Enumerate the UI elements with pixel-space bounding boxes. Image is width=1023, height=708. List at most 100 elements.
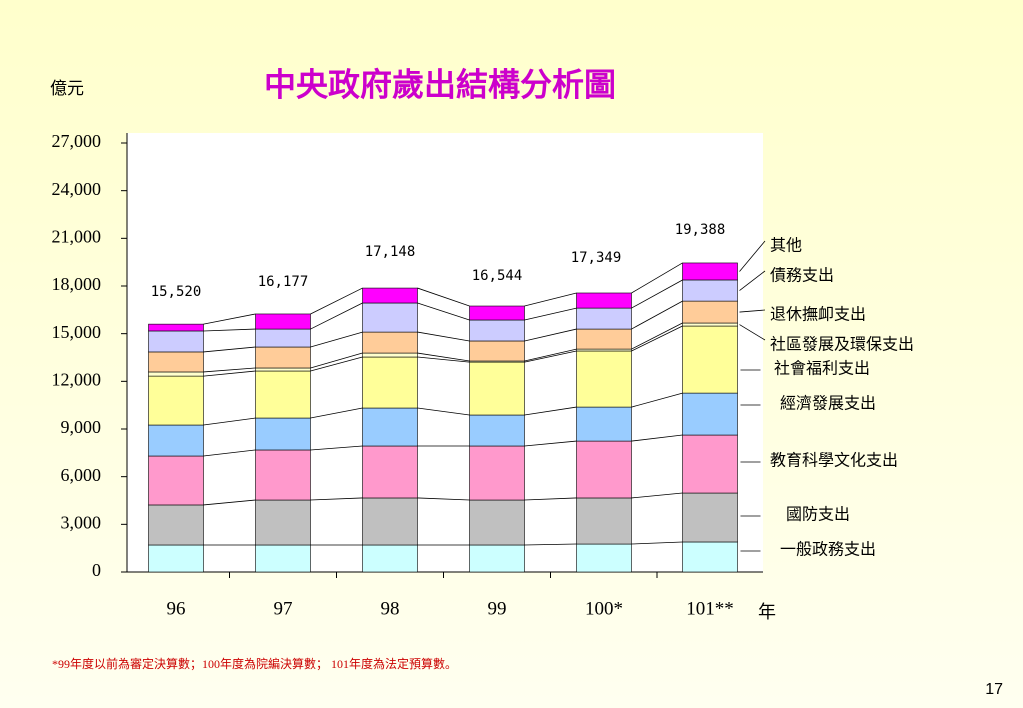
connector: [417, 287, 470, 307]
y-tick-label: 12,000: [52, 369, 102, 389]
legend-label: 退休撫卹支出: [770, 306, 866, 324]
bar-segment: [255, 544, 311, 573]
bar-segment: [469, 305, 525, 321]
connector: [203, 370, 256, 377]
connector: [524, 328, 577, 342]
bar-segment: [576, 543, 632, 573]
bar-segment: [362, 356, 418, 409]
bar-segment: [148, 330, 204, 353]
connector: [203, 499, 256, 506]
connector: [524, 307, 577, 321]
connector: [631, 279, 683, 309]
y-unit: 億元: [50, 79, 84, 98]
legend-leader: [739, 240, 766, 272]
bar-segment: [148, 351, 204, 373]
bar-segment: [682, 300, 738, 324]
bar-segment: [362, 544, 418, 573]
bar-segment: [682, 541, 738, 573]
bar-segment: [362, 302, 418, 333]
bar-segment: [469, 445, 525, 501]
x-tick-label: 101**: [686, 598, 734, 619]
connector: [310, 331, 363, 348]
connector: [631, 325, 683, 352]
bar-segment: [469, 319, 525, 342]
connector: [631, 492, 683, 499]
bar-segment: [576, 307, 632, 330]
legend-label: 社區發展及環保支出: [770, 336, 914, 354]
connector: [203, 346, 256, 353]
connector: [631, 392, 683, 408]
connector: [631, 541, 683, 545]
bar-segment: [362, 352, 418, 358]
connector: [310, 497, 363, 501]
connector: [524, 406, 577, 416]
connector: [310, 352, 363, 369]
connector: [524, 292, 577, 307]
bar-segment: [682, 392, 738, 436]
x-unit: 年: [758, 602, 776, 622]
legend-label: 國防支出: [786, 506, 850, 524]
bar-segment: [148, 504, 204, 546]
connector: [524, 348, 577, 362]
connector: [631, 434, 683, 442]
bar-segment: [362, 497, 418, 546]
y-tick-label: 0: [92, 560, 101, 580]
legend-label: 社會福利支出: [774, 360, 870, 378]
legend-leader: [739, 270, 766, 291]
connector: [417, 331, 470, 342]
bar-segment: [362, 445, 418, 499]
bar-segment: [682, 434, 738, 494]
bar-segment: [576, 497, 632, 545]
connector: [524, 350, 577, 363]
bar-segment: [682, 262, 738, 281]
bar-segment: [362, 407, 418, 447]
legend-label: 一般政務支出: [780, 541, 876, 559]
bar-segment: [682, 492, 738, 543]
connector: [203, 328, 256, 332]
bar-segment: [148, 544, 204, 573]
page-number: 17: [985, 681, 1003, 698]
bar-segment: [148, 375, 204, 426]
connector: [524, 440, 577, 447]
bar-segment: [362, 331, 418, 354]
bar-segment: [255, 367, 311, 372]
legend-label: 經濟發展支出: [780, 395, 876, 413]
connector: [417, 302, 470, 321]
bar-segment: [148, 424, 204, 457]
plot-area: [127, 133, 763, 572]
bar-segment: [469, 340, 525, 362]
bar-segment: [148, 323, 204, 332]
connector: [631, 300, 683, 330]
total-label: 16,544: [472, 268, 523, 284]
bar-segment: [255, 449, 311, 501]
total-label: 15,520: [151, 284, 202, 300]
bar-segment: [255, 499, 311, 546]
legend-leader: [739, 309, 766, 313]
connector: [310, 302, 363, 330]
y-tick-label: 6,000: [61, 465, 102, 485]
x-tick-label: 99: [488, 598, 507, 619]
y-tick-label: 3,000: [61, 512, 102, 532]
y-tick-label: 21,000: [52, 226, 102, 246]
connector: [310, 356, 363, 372]
bar-segment: [255, 417, 311, 451]
total-label: 17,349: [571, 250, 622, 266]
connector: [203, 417, 256, 426]
connector: [417, 497, 470, 501]
connector: [417, 352, 470, 362]
connector: [524, 497, 577, 501]
bar-segment: [576, 328, 632, 350]
connector: [524, 543, 577, 546]
y-tick-label: 18,000: [52, 274, 102, 294]
chart-title: 中央政府歲出結構分析圖: [264, 66, 616, 102]
total-label: 16,177: [258, 274, 309, 290]
connector: [203, 449, 256, 457]
bar-segment: [469, 361, 525, 416]
legend-label: 債務支出: [770, 267, 834, 285]
bar-segment: [682, 279, 738, 302]
bar-segment: [469, 499, 525, 546]
y-tick-label: 24,000: [52, 179, 102, 199]
legend-label: 教育科學文化支出: [770, 452, 898, 470]
bar-segment: [255, 370, 311, 419]
